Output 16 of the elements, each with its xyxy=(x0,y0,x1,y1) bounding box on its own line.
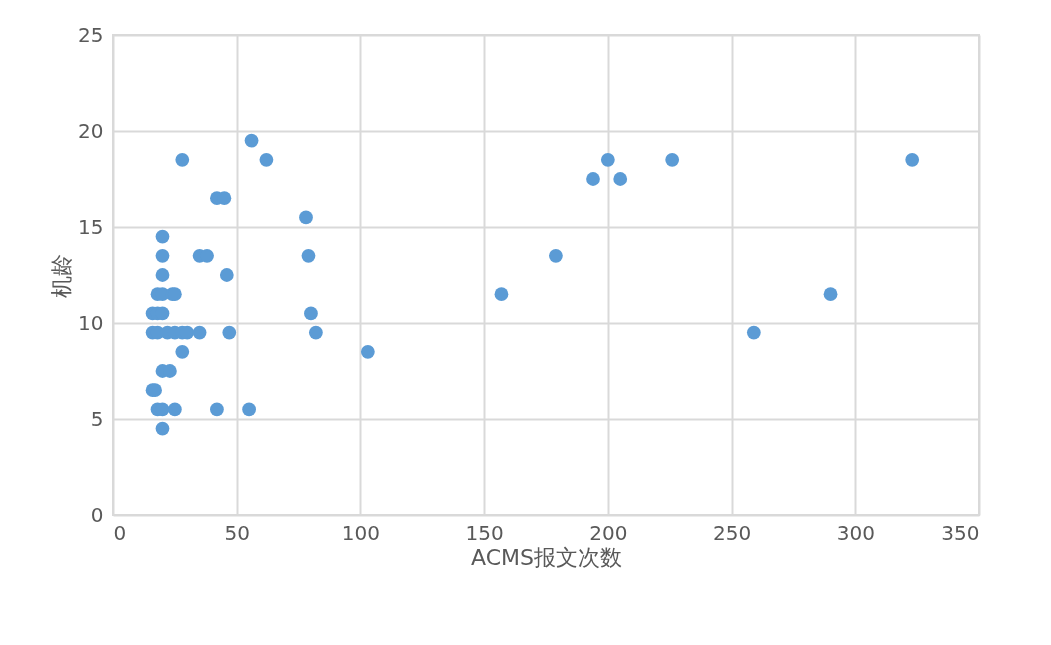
y-tick-label: 25 xyxy=(78,22,104,47)
y-tick-label: 20 xyxy=(78,118,104,143)
y-tick-label: 10 xyxy=(78,310,104,335)
y-tick-label: 0 xyxy=(90,502,104,527)
x-tick-label: 0 xyxy=(113,520,127,545)
y-tick-label: 5 xyxy=(90,406,104,431)
x-tick-label: 150 xyxy=(465,520,504,545)
x-tick-label: 250 xyxy=(712,520,752,545)
x-tick-label: 350 xyxy=(941,520,980,545)
x-tick-label: 200 xyxy=(589,520,628,545)
x-axis-title: ACMS报文次数 xyxy=(471,544,622,570)
x-tick-label: 50 xyxy=(224,520,250,545)
x-tick-label: 100 xyxy=(341,520,381,545)
y-axis-title: 机龄 xyxy=(49,253,75,298)
x-tick-label: 300 xyxy=(836,520,875,545)
y-tick-label: 15 xyxy=(78,214,104,239)
